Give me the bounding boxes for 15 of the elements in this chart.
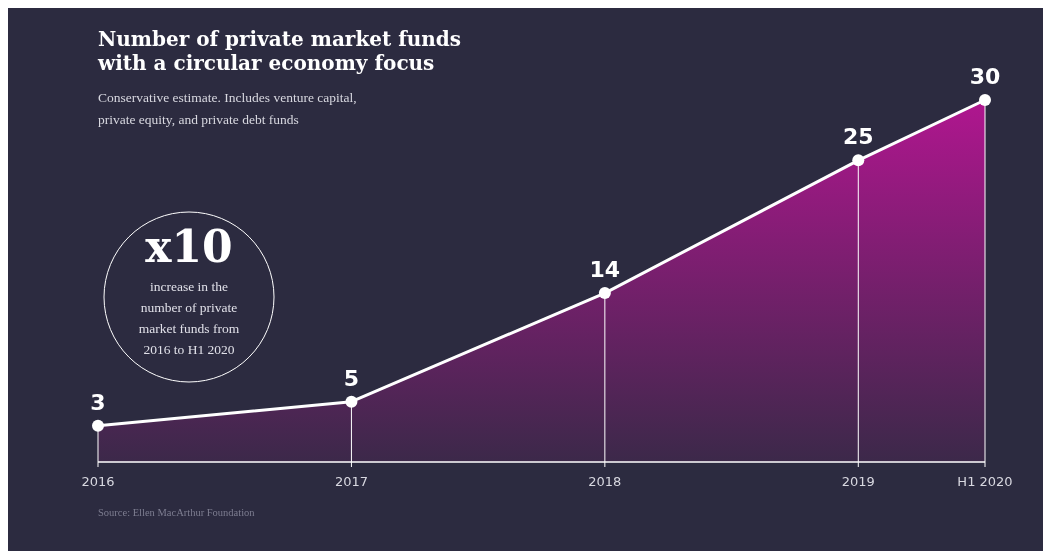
x-tick-label: 2017 xyxy=(334,474,368,489)
data-label: 30 xyxy=(969,64,1001,89)
annotation: x10 xyxy=(145,221,233,272)
data-label: 14 xyxy=(589,257,621,283)
data-label: 5 xyxy=(343,365,360,391)
annotation: increase in the number of private market funds from 2016 to H1 2020 xyxy=(138,279,240,357)
x-tick-label: 2016 xyxy=(81,474,115,489)
chart-subtitle: Conservative estimate. Includes venture capital, private equity, and private debt funds xyxy=(98,90,357,127)
x-tick-label: 2018 xyxy=(588,474,622,489)
data-label: 25 xyxy=(842,124,874,150)
source-note: Source: Ellen MacArthur Foundation xyxy=(98,507,256,518)
data-label: 3 xyxy=(90,389,106,415)
x-tick-label: H1 2020 xyxy=(957,474,1013,489)
chart-title: Number of private market funds with a circular economy focus xyxy=(97,27,462,75)
x-tick-label: 2019 xyxy=(841,474,875,489)
